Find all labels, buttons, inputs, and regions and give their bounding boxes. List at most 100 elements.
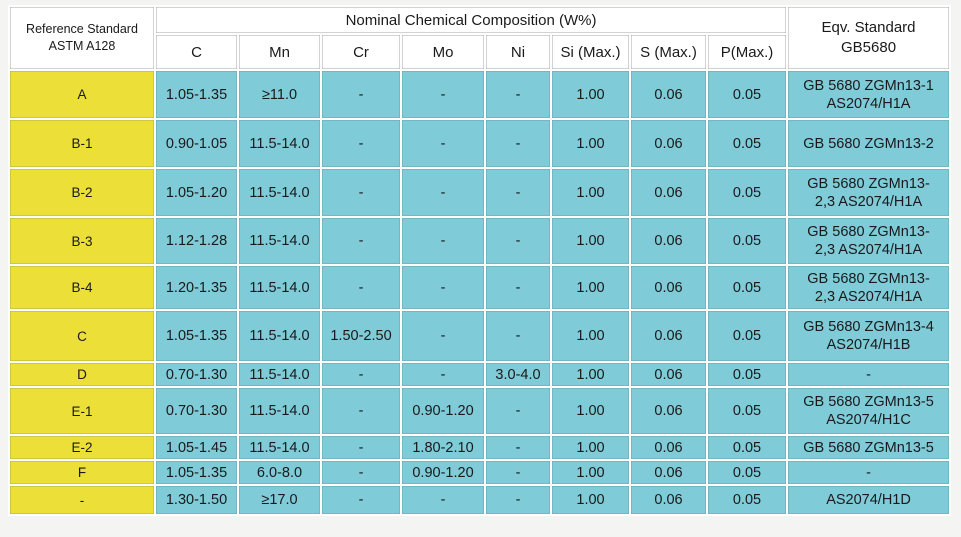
- eqv-line-2: AS2074/H1C: [826, 412, 911, 428]
- grade-cell: E-1: [8, 386, 156, 436]
- ni-cell: -: [484, 484, 552, 516]
- column-header-cr: Cr: [320, 33, 402, 71]
- eqv-standard-cell: GB 5680 ZGMn13-2: [786, 118, 952, 169]
- mn-cell: 11.5-14.0: [237, 167, 322, 218]
- p-cell: 0.05: [705, 434, 789, 461]
- c-cell: 1.30-1.50: [154, 484, 239, 516]
- mn-cell: 11.5-14.0: [237, 118, 322, 169]
- c-cell: 1.05-1.20: [154, 167, 239, 218]
- si-cell: 1.00: [550, 361, 631, 388]
- eqv-standard-cell: GB 5680 ZGMn13- 2,3 AS2074/H1A: [786, 167, 952, 218]
- eqv-line-1: GB 5680 ZGMn13-4: [803, 319, 934, 335]
- si-cell: 1.00: [550, 69, 631, 120]
- eqv-line-2: AS2074/H1A: [826, 95, 911, 112]
- eqv-line-2: 2,3 AS2074/H1A: [814, 242, 923, 258]
- column-header-p: P(Max.): [705, 33, 789, 71]
- s-cell: 0.06: [629, 309, 708, 363]
- table-row: B-2 1.05-1.20 11.5-14.0- - -1.00 0.06 0.05 GB 5…: [8, 167, 952, 218]
- ni-cell: -: [484, 167, 552, 218]
- grade-cell: D: [8, 361, 156, 388]
- eqv-standard-cell: GB 5680 ZGMn13-4 AS2074/H1B: [786, 309, 952, 363]
- ni-cell: -: [484, 459, 552, 486]
- si-cell: 1.00: [550, 264, 631, 311]
- c-cell: 1.20-1.35: [154, 264, 239, 311]
- eqv-line-1: GB 5680 ZGMn13-1: [803, 77, 934, 94]
- mo-cell: -: [400, 216, 486, 266]
- ni-cell: -: [484, 386, 552, 436]
- header-row-top: Reference Standard ASTM A128 Nominal Che…: [8, 5, 952, 71]
- mo-cell: 0.90-1.20: [400, 386, 486, 436]
- eqv-line-2: AS2074/H1B: [826, 337, 911, 353]
- c-cell: 1.05-1.35: [154, 69, 239, 120]
- mo-cell: 0.90-1.20: [400, 459, 486, 486]
- si-cell: 1.00: [550, 459, 631, 486]
- mn-cell: 6.0-8.0: [237, 459, 322, 486]
- ni-cell: 3.0-4.0: [484, 361, 552, 388]
- table-row: E-1 0.70-1.30 11.5-14.0-0.90-1.20-1.00 0.06…: [8, 386, 952, 436]
- grade-cell: B-2: [8, 167, 156, 218]
- eqv-standard-header: Eqv. Standard GB5680: [786, 5, 952, 71]
- s-cell: 0.06: [629, 264, 708, 311]
- si-cell: 1.00: [550, 167, 631, 218]
- eqv-standard-cell: AS2074/H1D: [786, 484, 952, 516]
- grade-cell: B-4: [8, 264, 156, 311]
- table-row: D 0.70-1.30 11.5-14.0- -3.0-4.0 1.00 0.06 0.05…: [8, 361, 952, 388]
- column-header-c: C: [154, 33, 239, 71]
- s-cell: 0.06: [629, 167, 708, 218]
- s-cell: 0.06: [629, 216, 708, 266]
- si-cell: 1.00: [550, 309, 631, 363]
- s-cell: 0.06: [629, 484, 708, 516]
- p-cell: 0.05: [705, 69, 789, 120]
- column-header-mo: Mo: [400, 33, 486, 71]
- c-cell: 1.05-1.45: [154, 434, 239, 461]
- cr-cell: -: [320, 216, 402, 266]
- si-cell: 1.00: [550, 386, 631, 436]
- table-row: C 1.05-1.35 11.5-14.0 1.50-2.50- -1.00 0.06 0.…: [8, 309, 952, 363]
- eqv-line-1: -: [866, 366, 871, 383]
- mo-cell: -: [400, 167, 486, 218]
- si-cell: 1.00: [550, 118, 631, 169]
- eqv-line-1: GB 5680 ZGMn13-: [807, 224, 930, 240]
- grade-cell: E-2: [8, 434, 156, 461]
- p-cell: 0.05: [705, 459, 789, 486]
- s-cell: 0.06: [629, 361, 708, 388]
- eqv-line-1: GB 5680 ZGMn13-: [807, 175, 930, 192]
- s-cell: 0.06: [629, 69, 708, 120]
- p-cell: 0.05: [705, 386, 789, 436]
- mo-cell: -: [400, 484, 486, 516]
- s-cell: 0.06: [629, 118, 708, 169]
- ni-cell: -: [484, 434, 552, 461]
- cr-cell: -: [320, 434, 402, 461]
- c-cell: 1.05-1.35: [154, 309, 239, 363]
- cr-cell: -: [320, 361, 402, 388]
- grade-cell: -: [8, 484, 156, 516]
- c-cell: 1.12-1.28: [154, 216, 239, 266]
- eqv-standard-cell: GB 5680 ZGMn13- 2,3 AS2074/H1A: [786, 216, 952, 266]
- grade-cell: F: [8, 459, 156, 486]
- composition-table-body: A 1.05-1.35 ≥11.0- - -1.00 0.06 0.05 GB 5680 ZG…: [8, 69, 952, 516]
- mn-cell: 11.5-14.0: [237, 216, 322, 266]
- composition-table-wrapper: Reference Standard ASTM A128 Nominal Che…: [8, 5, 952, 516]
- mo-cell: -: [400, 264, 486, 311]
- eqv-line-1: GB 5680 ZGMn13-: [807, 270, 930, 287]
- eqv-standard-label: Eqv. Standard: [821, 19, 916, 36]
- reference-standard-label: Reference Standard: [26, 22, 138, 36]
- eqv-line-1: GB 5680 ZGMn13-5: [803, 394, 934, 410]
- ni-cell: -: [484, 264, 552, 311]
- ni-cell: -: [484, 69, 552, 120]
- mn-cell: ≥17.0: [237, 484, 322, 516]
- p-cell: 0.05: [705, 167, 789, 218]
- grade-cell: B-1: [8, 118, 156, 169]
- s-cell: 0.06: [629, 434, 708, 461]
- cr-cell: -: [320, 264, 402, 311]
- eqv-standard-cell: -: [786, 459, 952, 486]
- si-cell: 1.00: [550, 484, 631, 516]
- s-cell: 0.06: [629, 386, 708, 436]
- cr-cell: -: [320, 69, 402, 120]
- table-row: B-3 1.12-1.28 11.5-14.0- - -1.00 0.06 0.05 GB 5…: [8, 216, 952, 266]
- p-cell: 0.05: [705, 309, 789, 363]
- table-row: F 1.05-1.35 6.0-8.0-0.90-1.20-1.00 0.06 0.05…: [8, 459, 952, 486]
- mn-cell: 11.5-14.0: [237, 434, 322, 461]
- grade-cell: B-3: [8, 216, 156, 266]
- s-cell: 0.06: [629, 459, 708, 486]
